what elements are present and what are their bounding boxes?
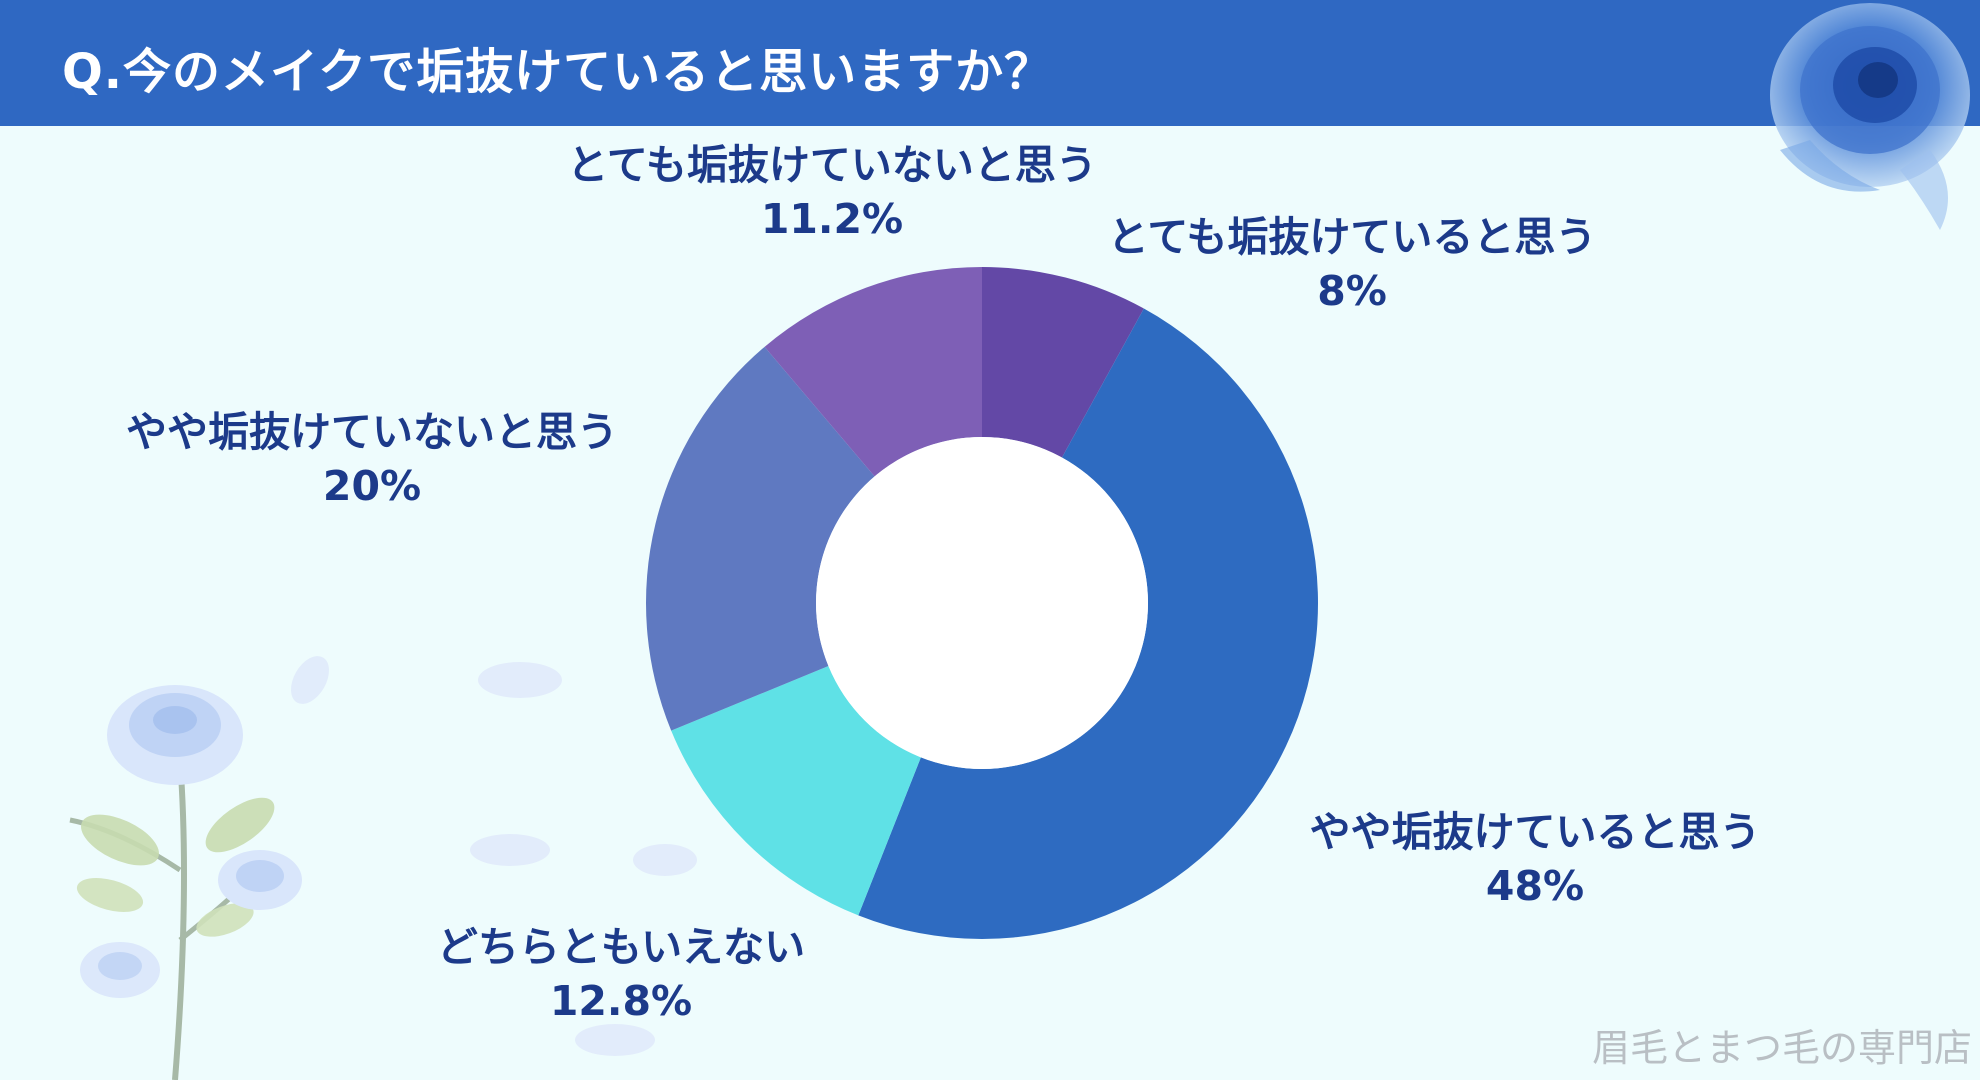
header-bar: Q.今のメイクで垢抜けていると思いますか？	[0, 0, 1980, 126]
slice-label-2: やや垢抜けていると思う 48%	[1310, 805, 1761, 913]
donut-slice-4	[645, 346, 875, 731]
page-title: Q.今のメイクで垢抜けていると思いますか？	[62, 44, 1054, 100]
slice-category-label: やや垢抜けていると思う	[1309, 808, 1761, 856]
slice-value-label: 12.8%	[549, 977, 693, 1026]
petal-icon	[478, 662, 562, 698]
slice-label-1: とても垢抜けていると思う 8%	[1108, 210, 1597, 318]
blue-rose-stem-icon	[69, 656, 329, 1080]
slice-value-label: 20%	[322, 462, 422, 511]
donut-slice-1	[982, 267, 1144, 458]
donut-slice-5	[764, 267, 982, 477]
petal-icon	[470, 834, 550, 866]
donut-slice-2	[858, 308, 1319, 940]
slice-label-4: やや垢抜けていないと思う 20%	[126, 405, 618, 513]
slice-category-label: やや垢抜けていないと思う	[126, 408, 618, 456]
slice-value-label: 11.2%	[760, 195, 904, 244]
slice-category-label: とても垢抜けていると思う	[1107, 213, 1597, 261]
watermark: 眉毛とまつ毛の専門店	[1591, 1026, 1972, 1070]
petal-icon	[575, 1024, 655, 1056]
slice-category-label: どちらともいえない	[436, 923, 806, 971]
slice-value-label: 48%	[1485, 862, 1585, 911]
petal-icon	[633, 844, 697, 876]
slice-value-label: 8%	[1317, 267, 1387, 316]
donut-slice-3	[671, 666, 921, 916]
slice-label-3: どちらともいえない 12.8%	[437, 920, 805, 1028]
donut-hole	[816, 437, 1148, 769]
slice-category-label: とても垢抜けていないと思う	[567, 141, 1097, 189]
blue-rose-icon	[1770, 3, 1970, 230]
slice-label-5: とても垢抜けていないと思う 11.2%	[567, 138, 1097, 246]
